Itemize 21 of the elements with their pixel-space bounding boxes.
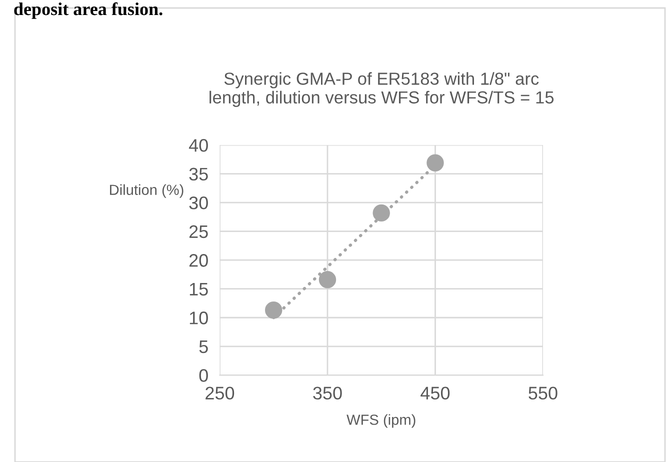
- point: [372, 204, 390, 222]
- y-tick-label: 0: [199, 369, 208, 382]
- text: deposit area fusion.: [14, 2, 162, 19]
- x-tick-label: 450: [420, 386, 450, 400]
- y-tick-label: 15: [190, 282, 208, 296]
- x-tick-label: 350: [313, 386, 342, 400]
- y-tick-label: 20: [189, 254, 208, 267]
- y-tick-label: 25: [189, 225, 208, 238]
- y-tick-label: 30: [189, 196, 208, 210]
- point: [426, 154, 444, 172]
- chart-title: Synergic GMA-P of ER5183 with 1/8" arc length, dilution versus WFS for WFS/TS = 15: [210, 72, 554, 108]
- y-tick-label: 35: [189, 168, 208, 181]
- y-tick-label: 40: [188, 139, 208, 152]
- y-tick-label: 5: [199, 340, 208, 354]
- y-tick-label: 10: [190, 312, 208, 324]
- point: [318, 271, 336, 288]
- x-tick-label: 250: [206, 386, 234, 400]
- point: [265, 302, 282, 319]
- x-axis-title: WFS (ipm): [346, 414, 416, 428]
- y-axis-title: Dilution (%): [110, 184, 184, 198]
- x-tick-label: 550: [528, 386, 558, 400]
